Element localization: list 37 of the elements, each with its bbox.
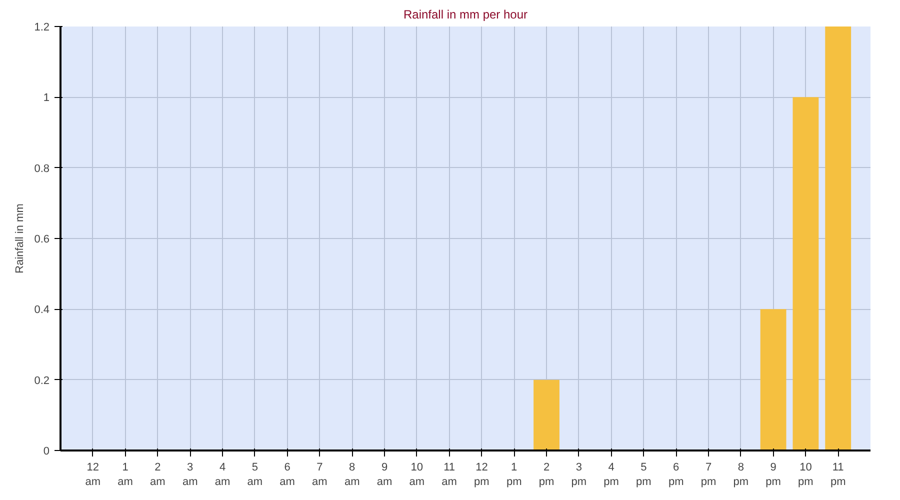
x-tick-label: 10 pm [798,462,814,488]
x-tick-label: 2 am [150,462,166,488]
bar [792,97,819,450]
x-tick-label: 4 am [214,462,230,488]
x-tick-label: 11 am [442,462,457,488]
y-tick-label: 0.4 [34,304,50,316]
y-tick-label: 1 [43,92,50,104]
chart-title: Rainfall in mm per hour [403,8,528,22]
x-tick-label: 3 pm [571,462,587,488]
y-tick-label: 0.8 [34,162,50,175]
x-tick-label: 11 pm [830,462,846,488]
y-tick-label: 0 [43,446,50,458]
bar [760,309,786,450]
x-tick-label: 7 am [312,462,328,488]
x-tick-label: 5 pm [636,462,652,488]
x-tick-label: 9 am [376,462,392,488]
x-tick-label: 8 pm [733,462,749,488]
x-tick-label: 10 am [409,462,425,488]
x-tick-label: 5 am [247,462,263,488]
x-tick-label: 7 pm [700,462,716,488]
x-tick-label: 6 am [280,462,295,488]
x-tick-label: 2 pm [538,462,554,488]
x-tick-label: 1 am [118,462,133,488]
x-tick-label: 6 pm [668,462,684,488]
x-tick-label: 12 am [85,462,101,488]
x-tick-label: 8 am [344,462,360,488]
y-tick-label: 1.2 [34,22,50,34]
x-tick-label: 9 pm [766,462,781,488]
y-tick-label: 0.2 [34,374,50,387]
x-tick-label: 4 pm [604,462,619,488]
x-tick-label: 3 am [182,462,198,488]
bar [825,26,852,450]
x-tick-label: 12 pm [474,462,490,488]
y-tick-label: 0.6 [34,234,50,246]
bar [534,380,560,450]
x-tick-label: 1 pm [506,462,522,488]
y-axis-title: Rainfall in mm [14,204,26,274]
